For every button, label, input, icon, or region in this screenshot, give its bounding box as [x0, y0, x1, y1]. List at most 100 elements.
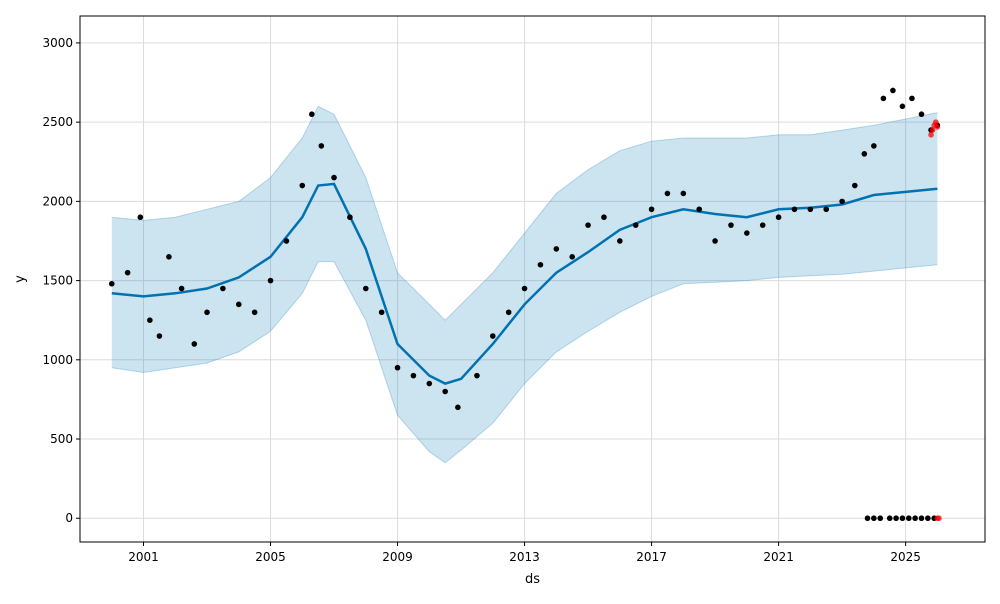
- observed-point: [744, 230, 750, 236]
- x-tick-label: 2001: [128, 550, 159, 564]
- observed-point: [147, 317, 153, 323]
- observed-point: [918, 111, 925, 118]
- observed-point: [156, 333, 163, 339]
- x-tick-label: 2021: [763, 550, 794, 564]
- observed-point: [861, 151, 868, 157]
- x-tick-label: 2013: [509, 550, 540, 564]
- y-tick-label: 500: [50, 432, 73, 446]
- axes-frame: [79, 15, 986, 543]
- tick-layer: 2001 2005 2009 2013 2017 2021 2025 0 500 1000 1500…: [42, 36, 920, 564]
- observed-point: [601, 214, 607, 221]
- observed-point: [267, 277, 274, 284]
- observed-point: [490, 333, 496, 339]
- observed-point: [899, 103, 906, 110]
- recent-point: [929, 127, 936, 133]
- observed-point: [807, 206, 814, 213]
- observed-point: [680, 190, 687, 197]
- observed-point: [204, 309, 210, 316]
- x-axis-label: ds: [525, 572, 540, 587]
- observed-point: [191, 341, 198, 347]
- observed-point: [505, 309, 512, 316]
- observed-point: [728, 222, 734, 228]
- observed-point: [394, 364, 401, 371]
- observed-point: [166, 254, 172, 260]
- observed-point: [890, 87, 896, 94]
- observed-point: [521, 285, 528, 292]
- observed-point: [864, 515, 871, 522]
- observed-points-layer: [108, 87, 942, 522]
- observed-point: [299, 182, 306, 189]
- y-tick-label: 0: [65, 511, 73, 525]
- observed-point: [617, 238, 623, 244]
- observed-point: [925, 515, 931, 522]
- observed-point: [347, 214, 353, 221]
- observed-point: [893, 515, 899, 522]
- forecast-line-layer: [111, 182, 938, 385]
- observed-point: [362, 285, 369, 292]
- observed-point: [871, 515, 877, 522]
- y-axis-label: y: [13, 275, 28, 283]
- y-tick-label: 2500: [42, 115, 73, 129]
- observed-point: [318, 143, 325, 149]
- observed-point: [553, 246, 560, 252]
- observed-point: [839, 198, 845, 205]
- observed-point: [871, 143, 877, 149]
- observed-point: [877, 515, 884, 522]
- x-tick-label: 2025: [890, 550, 921, 564]
- observed-point: [137, 214, 144, 221]
- observed-point: [759, 222, 766, 228]
- observed-point: [712, 238, 718, 244]
- recent-point: [928, 132, 934, 138]
- observed-point: [696, 206, 703, 213]
- observed-point: [880, 95, 887, 102]
- observed-point: [283, 238, 290, 244]
- forecast-line: [111, 182, 938, 385]
- observed-point: [664, 190, 671, 197]
- x-tick-label: 2017: [636, 550, 667, 564]
- recent-point: [932, 119, 939, 125]
- observed-point: [309, 111, 315, 118]
- observed-point: [648, 206, 655, 213]
- observed-point: [474, 372, 480, 379]
- y-tick-label: 1000: [42, 353, 73, 367]
- interval-band-layer: [111, 105, 938, 464]
- observed-point: [886, 515, 893, 522]
- interval-lower-edge: [111, 261, 938, 464]
- observed-point: [909, 95, 915, 102]
- observed-point: [442, 388, 448, 395]
- observed-point: [178, 285, 185, 292]
- observed-point: [823, 206, 830, 213]
- y-tick-label: 3000: [42, 36, 73, 50]
- y-tick-label: 1500: [42, 274, 73, 288]
- observed-point: [852, 182, 858, 189]
- observed-point: [569, 254, 575, 260]
- recent-point: [936, 515, 942, 522]
- recent-point: [934, 124, 941, 130]
- observed-point: [912, 515, 918, 522]
- x-tick-label: 2009: [382, 550, 413, 564]
- observed-point: [455, 404, 461, 411]
- interval-band: [111, 106, 938, 463]
- observed-point: [899, 515, 906, 522]
- observed-point: [905, 515, 912, 522]
- observed-point: [537, 261, 544, 268]
- observed-point: [585, 222, 591, 228]
- observed-point: [235, 301, 242, 308]
- observed-point: [220, 285, 226, 292]
- observed-point: [331, 174, 337, 181]
- observed-point: [410, 372, 417, 379]
- observed-point: [251, 309, 258, 316]
- observed-point: [791, 206, 798, 213]
- observed-point: [108, 280, 115, 287]
- x-tick-label: 2005: [255, 550, 286, 564]
- y-tick-label: 2000: [42, 194, 73, 208]
- observed-point: [378, 309, 385, 316]
- observed-point: [632, 222, 639, 228]
- interval-upper-edge: [111, 105, 938, 321]
- observed-point: [775, 214, 782, 221]
- observed-point: [918, 515, 925, 522]
- observed-point: [426, 380, 433, 387]
- observed-point: [124, 269, 131, 276]
